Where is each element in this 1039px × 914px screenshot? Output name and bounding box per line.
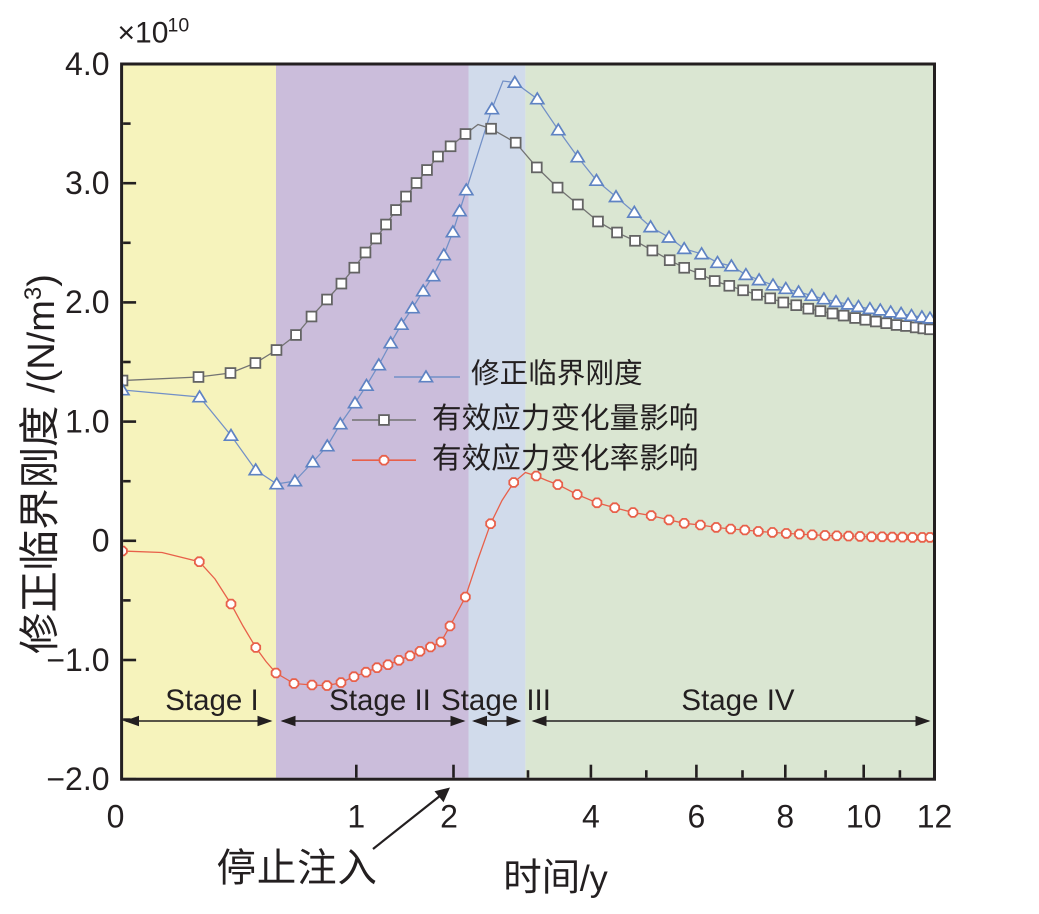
svg-text:8: 8	[776, 799, 794, 835]
svg-text:1: 1	[347, 799, 365, 835]
svg-text:6: 6	[688, 799, 706, 835]
svg-text:0: 0	[107, 799, 125, 835]
svg-text:10: 10	[168, 15, 190, 37]
svg-text:2: 2	[440, 799, 458, 835]
svg-text:0: 0	[92, 523, 110, 559]
svg-text:−2.0: −2.0	[46, 761, 109, 797]
svg-text:×10: ×10	[118, 17, 169, 50]
svg-text:−1.0: −1.0	[46, 642, 109, 678]
svg-text:2.0: 2.0	[65, 284, 109, 320]
svg-text:Stage II: Stage II	[329, 684, 431, 717]
svg-text:/(N/m3): /(N/m3)	[20, 274, 63, 393]
svg-text:Stage I: Stage I	[165, 684, 258, 717]
svg-text:Stage III: Stage III	[441, 684, 551, 717]
svg-text:12: 12	[917, 799, 953, 835]
svg-text:/y: /y	[580, 858, 608, 899]
svg-text:4: 4	[582, 799, 600, 835]
svg-text:1.0: 1.0	[65, 403, 109, 439]
svg-text:3.0: 3.0	[65, 165, 109, 201]
svg-text:4.0: 4.0	[65, 46, 109, 82]
svg-text:10: 10	[846, 799, 882, 835]
svg-text:Stage IV: Stage IV	[681, 684, 794, 717]
